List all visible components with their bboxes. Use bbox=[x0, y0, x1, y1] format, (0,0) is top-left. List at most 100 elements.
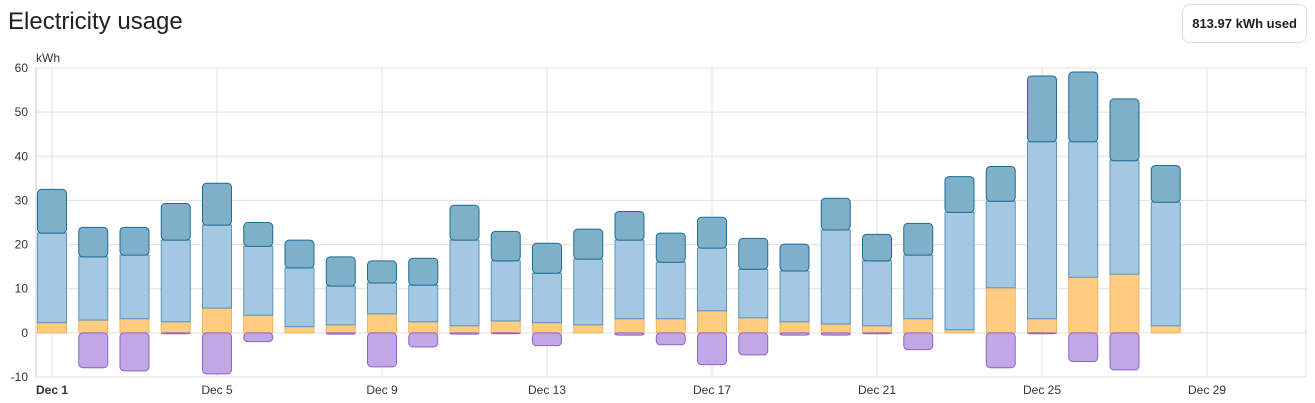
bar-grid-high bbox=[1150, 165, 1181, 203]
bar-solar bbox=[573, 324, 604, 334]
bar-grid-low bbox=[37, 232, 67, 324]
x-tick-label: Dec 13 bbox=[528, 383, 566, 397]
bar-grid-low bbox=[985, 200, 1016, 289]
bar-solar bbox=[532, 322, 562, 334]
bar-solar bbox=[903, 318, 934, 334]
bar-returned bbox=[367, 332, 397, 368]
bar-grid-high bbox=[1109, 98, 1140, 162]
bar-grid-low bbox=[820, 229, 851, 325]
card-title: Electricity usage bbox=[8, 8, 183, 35]
bar-grid-high bbox=[862, 233, 892, 262]
bar-returned bbox=[697, 332, 727, 366]
bar-returned bbox=[160, 332, 191, 335]
bar-solar bbox=[160, 321, 191, 334]
bar-grid-high bbox=[78, 226, 109, 258]
bar-solar bbox=[1068, 276, 1099, 334]
bar-grid-high bbox=[119, 226, 150, 256]
y-axis-label: kWh bbox=[36, 51, 60, 65]
bar-grid-low bbox=[697, 247, 727, 312]
bar-solar bbox=[367, 313, 397, 334]
bar-returned bbox=[820, 332, 851, 336]
bar-grid-high bbox=[532, 242, 562, 274]
bar-grid-high bbox=[944, 176, 975, 213]
x-tick-label: Dec 9 bbox=[366, 383, 398, 397]
bar-returned bbox=[408, 332, 439, 348]
bar-solar bbox=[119, 318, 150, 334]
y-tick-label: 10 bbox=[15, 282, 29, 296]
y-tick-label: 60 bbox=[15, 61, 29, 75]
bar-grid-low bbox=[119, 254, 150, 320]
bar-solar bbox=[820, 323, 851, 334]
x-tick-label: Dec 29 bbox=[1188, 383, 1226, 397]
bar-grid-high bbox=[614, 210, 645, 241]
bar-returned bbox=[78, 332, 109, 369]
bar-grid-high bbox=[655, 232, 686, 263]
bar-solar bbox=[408, 321, 439, 334]
y-tick-label: 40 bbox=[15, 149, 29, 163]
bar-returned bbox=[655, 332, 686, 346]
bar-grid-low bbox=[1109, 160, 1140, 275]
bar-grid-low bbox=[573, 258, 604, 326]
bar-returned bbox=[779, 332, 810, 336]
bar-grid-high bbox=[160, 203, 191, 241]
bar-solar bbox=[490, 320, 521, 334]
bar-grid-high bbox=[697, 216, 727, 249]
bar-grid-high bbox=[490, 230, 521, 262]
bar-grid-high bbox=[243, 222, 274, 247]
bar-grid-low bbox=[243, 245, 274, 316]
bar-grid-high bbox=[408, 257, 439, 286]
bar-solar bbox=[243, 314, 274, 334]
bar-grid-high bbox=[779, 243, 810, 272]
y-tick-label: 50 bbox=[15, 105, 29, 119]
bar-grid-low bbox=[1068, 141, 1099, 278]
bar-grid-low bbox=[532, 272, 562, 324]
bar-solar bbox=[1027, 318, 1057, 334]
bar-solar bbox=[202, 307, 232, 334]
bar-solar bbox=[779, 321, 810, 334]
bar-grid-low bbox=[367, 282, 397, 315]
bar-solar bbox=[985, 287, 1016, 334]
x-tick-label: Dec 5 bbox=[201, 383, 233, 397]
bar-grid-high bbox=[449, 204, 480, 241]
bar-grid-high bbox=[284, 239, 315, 269]
bar-grid-high bbox=[985, 165, 1016, 202]
bar-grid-low bbox=[202, 224, 232, 309]
x-tick-label: Dec 1 bbox=[36, 383, 68, 397]
bar-returned bbox=[532, 332, 562, 347]
bar-returned bbox=[325, 332, 356, 335]
bar-solar bbox=[655, 318, 686, 334]
bar-grid-low bbox=[284, 267, 315, 328]
bar-grid-low bbox=[614, 239, 645, 320]
bar-grid-low bbox=[408, 284, 439, 323]
bar-grid-high bbox=[573, 228, 604, 260]
y-tick-label: -10 bbox=[11, 370, 29, 384]
bar-returned bbox=[243, 332, 274, 343]
bar-returned bbox=[1068, 332, 1099, 363]
bar-grid-high bbox=[820, 197, 851, 231]
bar-grid-low bbox=[325, 285, 356, 326]
bar-grid-low bbox=[1027, 141, 1057, 320]
bar-returned bbox=[862, 332, 892, 335]
bar-grid-low bbox=[903, 254, 934, 320]
bar-solar bbox=[1109, 273, 1140, 334]
bar-grid-high bbox=[325, 256, 356, 287]
bar-grid-high bbox=[202, 182, 232, 226]
bar-grid-low bbox=[160, 239, 191, 323]
bar-returned bbox=[1109, 332, 1140, 371]
bar-returned bbox=[903, 332, 934, 351]
bar-solar bbox=[697, 310, 727, 334]
bar-grid-low bbox=[78, 256, 109, 321]
bar-grid-low bbox=[490, 260, 521, 322]
bar-returned bbox=[738, 332, 769, 356]
bar-grid-high bbox=[903, 222, 934, 256]
x-tick-label: Dec 21 bbox=[858, 383, 896, 397]
bar-returned bbox=[202, 332, 232, 375]
bar-returned bbox=[614, 332, 645, 336]
bar-returned bbox=[1027, 332, 1057, 335]
bar-grid-low bbox=[862, 260, 892, 327]
bar-grid-high bbox=[738, 237, 769, 270]
bar-solar bbox=[862, 325, 892, 334]
bar-grid-high bbox=[367, 260, 397, 284]
bar-solar bbox=[37, 322, 67, 334]
